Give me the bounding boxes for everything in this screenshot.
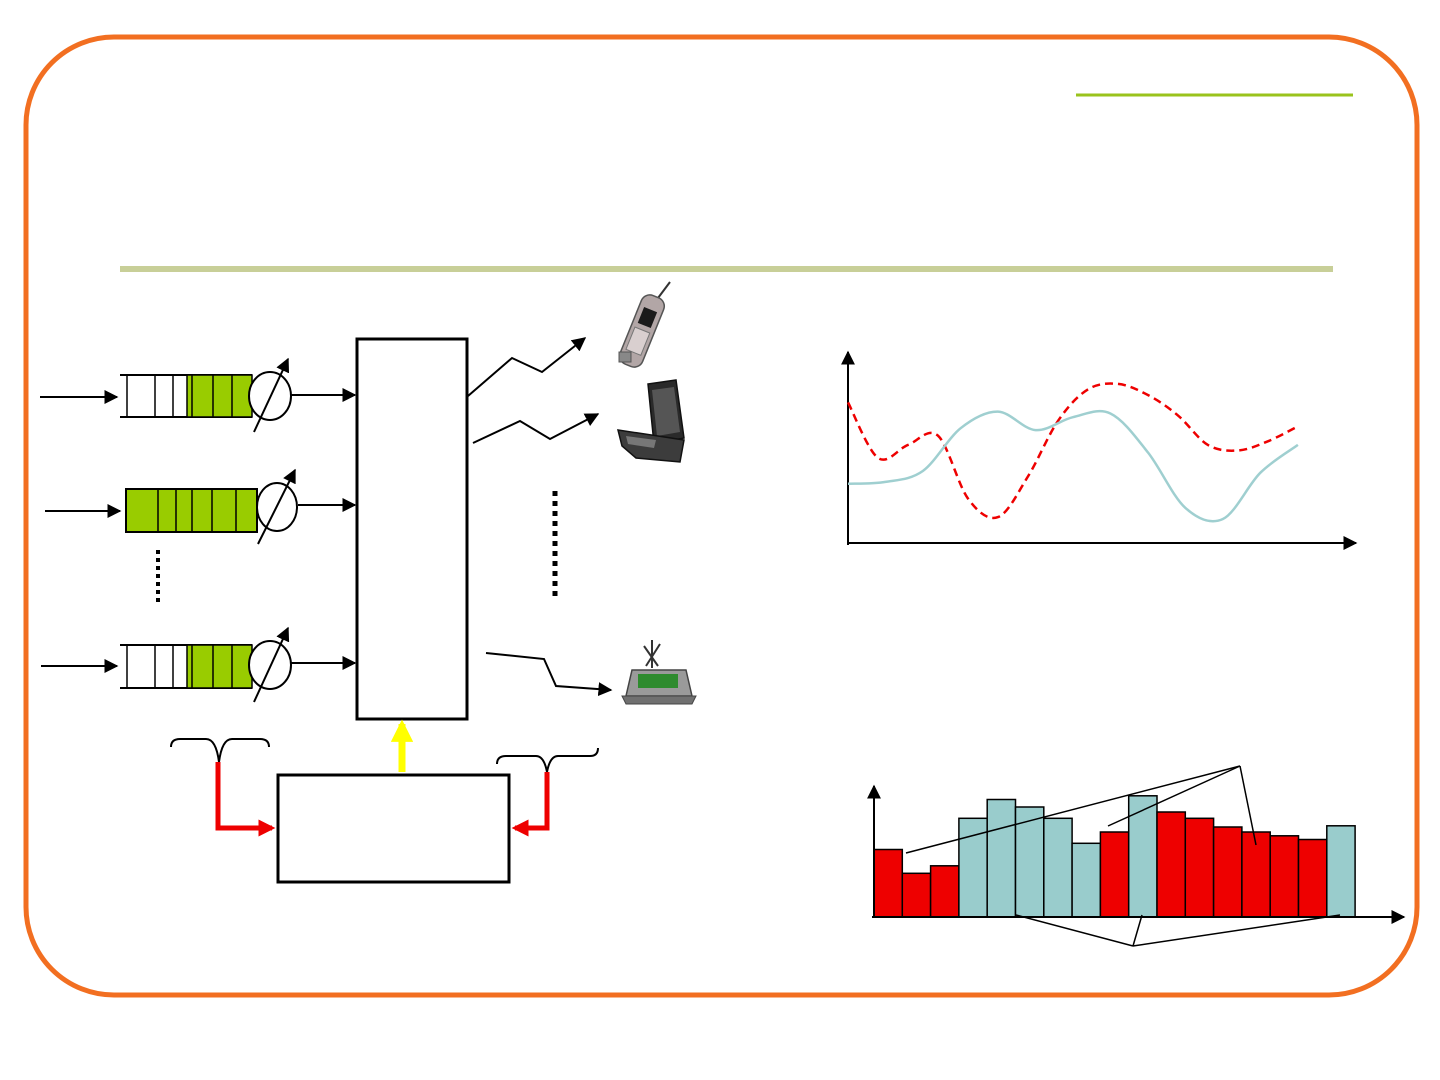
- server-3-rate-arrow: [253, 626, 290, 703]
- wireless-terminal-icon: [621, 640, 697, 705]
- queue-1-filled-slots: [186, 374, 253, 418]
- bar-16: [1297, 838, 1328, 918]
- queue-2: [45, 468, 357, 545]
- queue-1: [40, 357, 357, 433]
- server-1-rate-arrow: [253, 357, 290, 433]
- bar-17: [1326, 825, 1356, 918]
- mobile-phone-icon: [618, 281, 671, 368]
- teal-bars-leader: [1132, 914, 1341, 947]
- red-bars-leader: [1107, 765, 1241, 827]
- bar-15: [1269, 835, 1300, 918]
- queue-3: [41, 626, 357, 703]
- queue-3-filled-slots: [186, 644, 253, 689]
- queue-feedback-arrow: [215, 762, 276, 837]
- bar-11: [1156, 811, 1187, 918]
- server-2-rate-arrow: [257, 468, 296, 545]
- red-bars-leader: [1239, 765, 1257, 846]
- queue-state-brace: [170, 738, 270, 763]
- controller-block: [276, 773, 511, 884]
- channel-state-brace: [496, 747, 599, 773]
- channel-quality-chart: [841, 350, 1358, 550]
- scheduler-diagram: [40, 281, 697, 884]
- bar-12: [1184, 817, 1215, 918]
- wireless-link-2: [472, 413, 600, 444]
- wireless-link-1: [467, 337, 587, 397]
- bar-7: [1043, 817, 1073, 918]
- bar-5: [986, 798, 1017, 918]
- teal-bars-leader: [1132, 914, 1143, 947]
- scheduler-block: [355, 337, 469, 721]
- wireless-link-3: [485, 652, 613, 697]
- bar-1: [873, 848, 904, 918]
- channel-feedback-arrow: [511, 772, 550, 837]
- bar-14: [1241, 831, 1271, 918]
- allocation-bar-chart: [867, 765, 1406, 947]
- bar-2: [901, 872, 932, 918]
- bar-8: [1071, 842, 1102, 918]
- laptop-icon: [616, 379, 685, 463]
- red-bars-leader: [905, 765, 1241, 854]
- bar-9: [1099, 831, 1130, 918]
- bar-3: [929, 865, 960, 918]
- dashed-series-line: [846, 382, 1299, 520]
- solid-series-line: [847, 409, 1299, 523]
- bar-13: [1212, 826, 1243, 918]
- slide-frame: [23, 34, 1420, 998]
- teal-bars-leader: [1015, 914, 1134, 947]
